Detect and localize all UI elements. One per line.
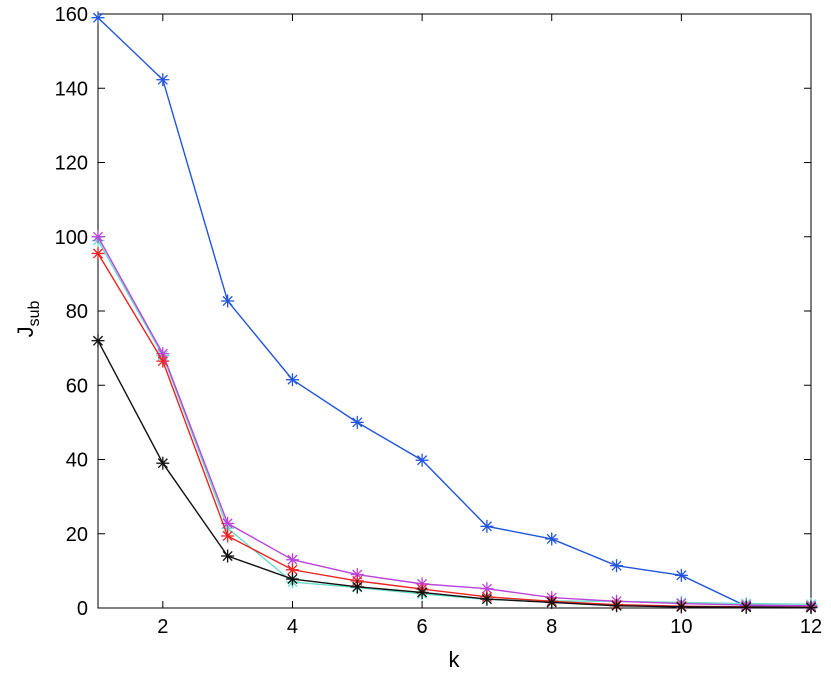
x-tick-label: 10 xyxy=(670,616,692,638)
data-point xyxy=(545,595,559,609)
data-point xyxy=(610,559,624,573)
data-point xyxy=(415,453,429,467)
series-1 xyxy=(91,11,818,614)
x-tick-label: 6 xyxy=(417,616,428,638)
data-point xyxy=(156,354,170,368)
data-point xyxy=(415,585,429,599)
series-4 xyxy=(91,246,818,614)
x-tick-label: 4 xyxy=(287,616,298,638)
data-point xyxy=(674,600,688,614)
data-point xyxy=(221,549,235,563)
data-point xyxy=(674,568,688,582)
data-point xyxy=(804,601,818,615)
y-tick-label: 0 xyxy=(77,598,88,620)
y-axis-ticks: 0 20 40 60 80 100 120 140 160 xyxy=(55,4,811,620)
y-tick-label: 60 xyxy=(66,375,88,397)
data-point xyxy=(350,580,364,594)
data-point xyxy=(221,529,235,543)
y-tick-label: 40 xyxy=(66,450,88,472)
data-point xyxy=(91,246,105,260)
series-layer xyxy=(91,11,818,615)
data-point xyxy=(739,600,753,614)
data-point xyxy=(480,592,494,606)
x-tick-label: 8 xyxy=(546,616,557,638)
y-tick-label: 140 xyxy=(55,78,88,100)
data-point xyxy=(156,456,170,470)
y-tick-label: 100 xyxy=(55,227,88,249)
series-line xyxy=(97,340,812,609)
series-2 xyxy=(91,233,818,611)
series-3 xyxy=(91,230,818,613)
x-tick-label: 2 xyxy=(157,616,168,638)
series-line xyxy=(97,17,812,608)
data-point xyxy=(350,415,364,429)
data-point xyxy=(285,373,299,387)
x-axis-label: k xyxy=(449,647,461,672)
y-tick-label: 160 xyxy=(55,4,88,26)
series-line xyxy=(97,253,812,608)
y-tick-label: 20 xyxy=(66,524,88,546)
svg-text:Jsub: Jsub xyxy=(13,301,43,338)
data-point xyxy=(91,334,105,348)
y-axis-label-main: J xyxy=(13,326,38,337)
y-tick-label: 120 xyxy=(55,153,88,175)
series-line xyxy=(97,236,812,607)
data-point xyxy=(545,532,559,546)
data-point xyxy=(91,230,105,244)
data-point xyxy=(480,519,494,533)
y-axis-label-sub: sub xyxy=(26,301,43,327)
series-line xyxy=(97,240,812,605)
data-point xyxy=(221,294,235,308)
data-point xyxy=(610,599,624,613)
y-tick-label: 80 xyxy=(66,301,88,323)
data-point xyxy=(156,73,170,87)
y-axis-label: Jsub xyxy=(13,301,43,338)
data-point xyxy=(91,11,105,25)
x-tick-label: 12 xyxy=(800,616,822,638)
plot-frame xyxy=(97,13,812,609)
data-point xyxy=(285,572,299,586)
series-5 xyxy=(91,334,818,615)
x-axis-ticks: 2 4 6 8 10 12 xyxy=(157,14,822,638)
